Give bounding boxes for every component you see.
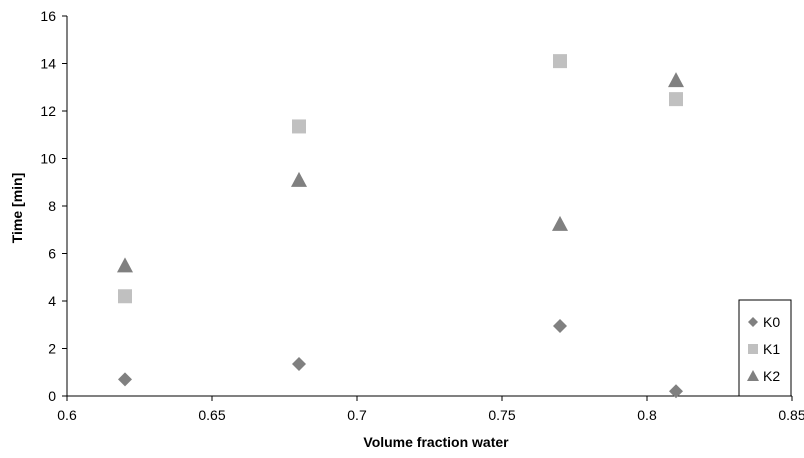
y-tick-label: 2 [48,341,56,357]
x-tick-label: 0.6 [57,407,77,423]
data-point-k2 [668,72,684,88]
data-point-k2 [552,215,568,231]
data-point-k2 [117,257,133,273]
legend-item-k0: K0 [748,314,780,330]
y-tick-label: 10 [40,151,56,167]
data-point-k0 [118,372,132,387]
data-point-k0 [669,384,683,399]
y-tick-label: 0 [48,388,56,404]
legend-marker-k1 [748,344,758,354]
y-tick-label: 8 [48,198,56,214]
y-tick-label: 14 [40,56,56,72]
y-tick-label: 6 [48,246,56,262]
legend-label-k1: K1 [763,341,780,357]
legend-marker-k0 [748,317,758,327]
y-axis-title: Time [min] [9,173,25,244]
data-point-k0 [553,318,567,333]
legend-marker-k2 [747,370,759,381]
legend-label-k2: K2 [763,368,780,384]
data-point-k1 [118,289,132,304]
legend-label-k0: K0 [763,314,780,330]
x-tick-label: 0.7 [347,407,367,423]
data-point-k0 [292,356,306,371]
y-tick-label: 16 [40,8,56,24]
legend: K0 K1 K2 [738,299,792,397]
x-tick-label: 0.65 [198,407,225,423]
data-point-k1 [669,92,683,107]
x-tick-label: 0.75 [488,407,515,423]
y-tick-label: 12 [40,103,56,119]
x-tick-label: 0.8 [637,407,657,423]
plot-area: 0 2 4 6 8 10 12 14 16 0.6 0.65 0.7 0.75 0.8 0.85 [40,8,804,423]
legend-item-k1: K1 [748,341,780,357]
data-point-k1 [292,119,306,134]
x-axis-title: Volume fraction water [363,434,509,450]
data-point-k1 [553,54,567,69]
y-tick-label: 4 [48,293,56,309]
legend-item-k2: K2 [747,368,780,384]
x-tick-label: 0.85 [778,407,804,423]
data-point-k2 [291,171,307,187]
